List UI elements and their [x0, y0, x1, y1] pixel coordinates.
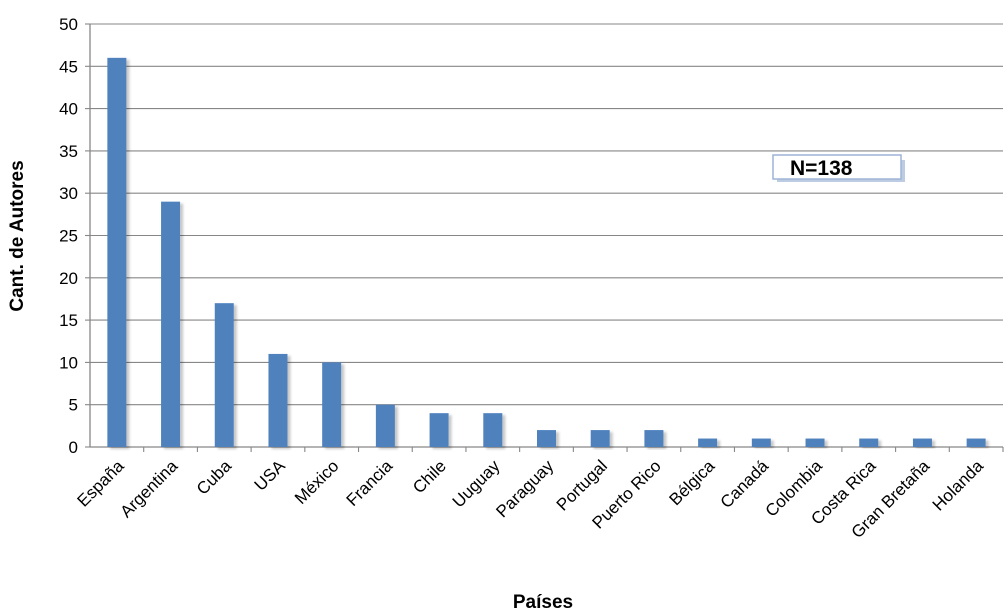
y-tick-label: 40: [59, 100, 78, 119]
gridlines: [85, 23, 1003, 448]
x-axis-title: Países: [513, 592, 573, 613]
bar-francia: [375, 404, 395, 447]
bar-usa: [268, 353, 288, 447]
y-tick-label: 15: [59, 311, 78, 330]
x-tick-label: Holanda: [929, 456, 988, 515]
y-tick-label: 0: [69, 438, 78, 457]
x-tick-label: España: [73, 456, 128, 511]
bar-chile: [429, 413, 449, 447]
bar-gran-bretaña: [912, 438, 932, 447]
bar-españa: [107, 57, 127, 448]
x-tick-label: USA: [251, 456, 290, 495]
y-tick-label: 5: [69, 396, 78, 415]
n-annotation-box: N=138: [772, 154, 905, 182]
y-axis-title: Cant. de Autores: [7, 160, 28, 311]
x-tick-label: Argentina: [116, 456, 181, 521]
x-tick-label: Bélgica: [666, 456, 719, 509]
y-tick-label: 10: [59, 353, 78, 372]
x-tick-label: México: [291, 456, 343, 508]
y-tick-label: 45: [59, 57, 78, 76]
bar-portugal: [590, 430, 610, 447]
y-tick-labels: 0 5 10 15 20 25 30 35 40 45 50: [59, 15, 78, 457]
bar-holanda: [966, 438, 986, 447]
n-annotation-text: N=138: [790, 157, 853, 180]
y-tick-label: 25: [59, 227, 78, 246]
bar-bélgica: [698, 438, 718, 447]
bar-costa-rica: [859, 438, 879, 447]
bar-argentina: [161, 201, 181, 447]
bar-colombia: [805, 438, 825, 447]
bars: [107, 57, 1004, 452]
bar-canadá: [751, 438, 771, 447]
x-tick-label: Francia: [343, 456, 397, 510]
y-tick-label: 30: [59, 184, 78, 203]
x-tick-label: Paraguay: [492, 456, 557, 521]
bar-méxico: [322, 362, 342, 447]
x-tick-label: Uuguay: [449, 456, 504, 511]
x-tick-label: Chile: [409, 456, 450, 497]
bar-puerto-rico: [644, 430, 664, 447]
y-tick-label: 20: [59, 269, 78, 288]
y-tick-label: 35: [59, 142, 78, 161]
x-tick-label: Cuba: [193, 456, 236, 499]
bar-cuba: [214, 303, 234, 447]
bar-paraguay: [537, 430, 556, 447]
y-tick-label: 50: [59, 15, 78, 34]
bar-uuguay: [483, 413, 503, 447]
